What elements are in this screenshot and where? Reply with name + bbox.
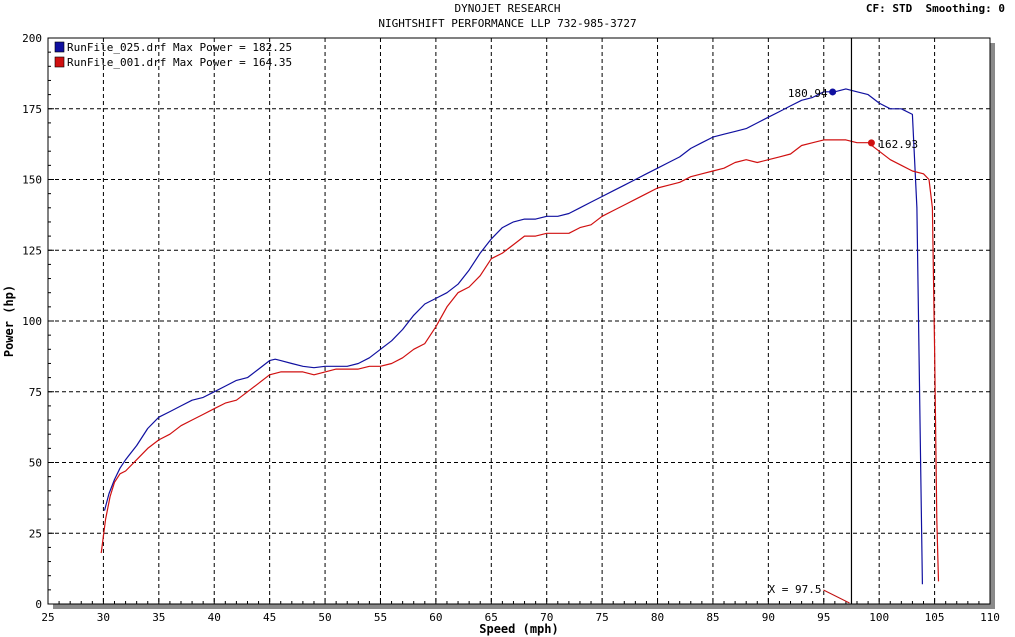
- x-tick-label: 70: [540, 611, 553, 624]
- x-tick-label: 80: [651, 611, 664, 624]
- x-tick-label: 55: [374, 611, 387, 624]
- x-tick-label: 90: [762, 611, 775, 624]
- x-tick-label: 45: [263, 611, 276, 624]
- y-tick-label: 175: [22, 103, 42, 116]
- legend-label-1: RunFile_025.drf Max Power = 182.25: [67, 41, 292, 54]
- x-tick-label: 25: [41, 611, 54, 624]
- y-tick-label: 125: [22, 244, 42, 257]
- series-line-1: [103, 88, 923, 585]
- legend-swatch-1: [54, 41, 65, 53]
- x-tick-label: 65: [485, 611, 498, 624]
- x-tick-label: 75: [595, 611, 608, 624]
- y-tick-label: 150: [22, 174, 42, 187]
- x-tick-label: 95: [817, 611, 830, 624]
- y-axis-label: Power (hp): [2, 285, 16, 357]
- x-tick-label: 35: [152, 611, 165, 624]
- x-tick-label: 105: [925, 611, 945, 624]
- marker-point-2: [867, 139, 875, 147]
- x-tick-label: 50: [318, 611, 331, 624]
- series-line-2: [100, 139, 940, 582]
- chart-subtitle: NIGHTSHIFT PERFORMANCE LLP 732-985-3727: [378, 17, 637, 30]
- marker-label-1: 180.94: [788, 87, 828, 100]
- legend-swatch-2: [54, 56, 65, 68]
- x-tick-label: 60: [429, 611, 442, 624]
- legend-label-2: RunFile_001.drf Max Power = 164.35: [67, 56, 292, 69]
- chart-title: DYNOJET RESEARCH: [454, 2, 561, 15]
- y-tick-label: 200: [22, 32, 42, 45]
- x-tick-label: 100: [869, 611, 889, 624]
- x-tick-label: 85: [706, 611, 719, 624]
- y-tick-label: 0: [35, 598, 42, 611]
- settings-readout: CF: STD Smoothing: 0: [865, 2, 1005, 15]
- y-tick-label: 75: [29, 386, 42, 399]
- x-tick-label: 30: [97, 611, 110, 624]
- y-tick-label: 50: [29, 457, 42, 470]
- y-tick-label: 25: [29, 527, 42, 540]
- marker-point-1: [829, 88, 837, 96]
- x-tick-label: 40: [208, 611, 221, 624]
- cursor-pointer: [823, 589, 850, 604]
- cursor-label: X = 97.5: [768, 583, 821, 596]
- marker-label-2: 162.93: [878, 138, 918, 151]
- x-axis-label: Speed (mph): [479, 622, 558, 636]
- y-tick-label: 100: [22, 315, 42, 328]
- x-tick-label: 110: [980, 611, 1000, 624]
